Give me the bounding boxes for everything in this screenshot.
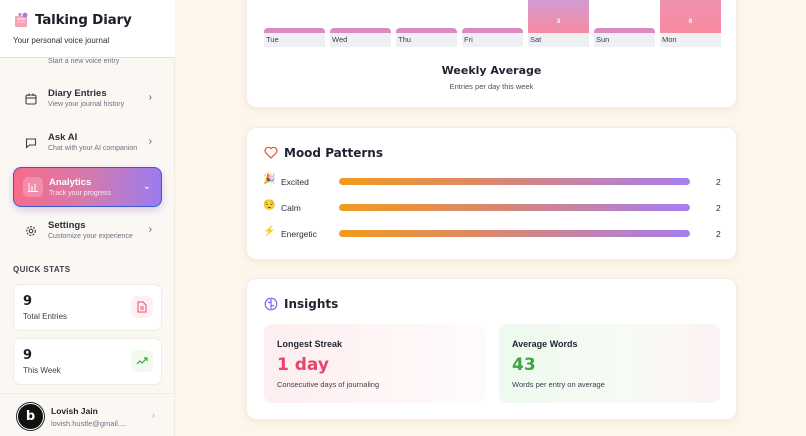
- insight-description: Consecutive days of journaling: [277, 380, 380, 389]
- chevron-right-icon: ›: [148, 92, 152, 103]
- mood-patterns-card: Mood Patterns 🎉 Excited 2 😌 Calm 2 ⚡ Ene…: [246, 127, 737, 260]
- bar: 3: [528, 0, 589, 33]
- relieved-face-icon: 😌: [263, 200, 276, 211]
- mood-count: 2: [716, 229, 721, 239]
- bar: [594, 28, 655, 33]
- insight-value: 1 day: [277, 355, 329, 375]
- sidebar-item-description: View your journal history: [48, 101, 125, 108]
- bar: 6: [660, 0, 721, 33]
- document-icon: [131, 296, 153, 318]
- stat-label: This Week: [23, 366, 61, 375]
- mood-bar: [339, 230, 690, 237]
- mood-count: 2: [716, 203, 721, 213]
- mood-row-excited: 🎉 Excited 2: [263, 174, 728, 190]
- bar-day-label: Sat: [528, 33, 589, 47]
- sidebar-item-label: Ask AI: [48, 132, 78, 143]
- stat-value: 9: [23, 294, 33, 309]
- bar: [462, 28, 523, 33]
- sidebar-item-description: Customize your experience: [48, 233, 133, 240]
- sidebar-item-ask-ai[interactable]: Ask AI Chat with your AI companion ›: [13, 123, 162, 163]
- mood-bar: [339, 204, 690, 211]
- bar-chart-icon: [23, 177, 43, 197]
- diary-logo-icon: [14, 12, 29, 28]
- heart-icon: [264, 146, 278, 160]
- party-popper-icon: 🎉: [263, 174, 276, 185]
- sidebar-item-label: Settings: [48, 220, 86, 231]
- mood-label: Calm: [281, 203, 301, 213]
- insight-title: Average Words: [512, 339, 578, 349]
- sidebar-item-diary-entries[interactable]: Diary Entries View your journal history …: [13, 79, 162, 119]
- bar-value: 6: [688, 19, 693, 25]
- stat-label: Total Entries: [23, 312, 68, 321]
- brand-header: Talking Diary Your personal voice journa…: [0, 0, 175, 58]
- quick-stats-heading: QUICK STATS: [13, 265, 71, 274]
- bar-day-label: Wed: [330, 33, 391, 47]
- bar: [396, 28, 457, 33]
- insight-description: Words per entry on average: [512, 380, 605, 389]
- chevron-right-icon: ›: [148, 224, 152, 235]
- brain-icon: [264, 297, 278, 311]
- mood-count: 2: [716, 177, 721, 187]
- sidebar: Talking Diary Your personal voice journa…: [0, 0, 175, 436]
- user-profile[interactable]: b Lovish Jain lovish.hustle@gmail.... ›: [0, 393, 175, 436]
- lightning-icon: ⚡: [263, 226, 276, 237]
- stat-card-total-entries: 9 Total Entries: [13, 284, 162, 331]
- stat-value: 9: [23, 348, 33, 363]
- insights-card: Insights Longest Streak 1 day Consecutiv…: [246, 278, 737, 420]
- trending-up-icon: [131, 350, 153, 372]
- user-email: lovish.hustle@gmail....: [51, 419, 127, 428]
- insight-value: 43: [512, 355, 536, 375]
- chat-icon: [25, 136, 39, 150]
- calendar-icon: [25, 92, 39, 106]
- chevron-right-icon: ›: [148, 136, 152, 147]
- nav-item-new-entry-partial[interactable]: Start a new voice entry: [48, 58, 120, 65]
- gear-icon: [25, 224, 39, 238]
- sidebar-item-label: Diary Entries: [48, 88, 107, 99]
- mood-label: Energetic: [281, 229, 317, 239]
- app-subtitle: Your personal voice journal: [13, 36, 110, 45]
- card-title: Insights: [284, 297, 339, 311]
- bar-value: 3: [556, 19, 561, 25]
- chevron-right-icon: ›: [152, 410, 155, 420]
- weekly-average-subtitle: Entries per day this week: [449, 82, 534, 91]
- insight-average-words: Average Words 43 Words per entry on aver…: [499, 324, 720, 403]
- sidebar-item-label: Analytics: [49, 177, 92, 188]
- stat-card-this-week: 9 This Week: [13, 338, 162, 385]
- mood-label: Excited: [281, 177, 309, 187]
- bar: [330, 28, 391, 33]
- bar-day-label: Fri: [462, 33, 523, 47]
- sidebar-item-settings[interactable]: Settings Customize your experience ›: [13, 211, 162, 251]
- insight-title: Longest Streak: [277, 339, 343, 349]
- weekly-average-title: Weekly Average: [441, 64, 542, 77]
- weekly-activity-card: Tue Wed Thu Fri 3 Sat Sun 6 Mon Weekly A…: [246, 0, 737, 108]
- sidebar-item-description: Chat with your AI companion: [48, 145, 138, 152]
- mood-row-energetic: ⚡ Energetic 2: [263, 226, 728, 242]
- insight-longest-streak: Longest Streak 1 day Consecutive days of…: [264, 324, 485, 403]
- bar-day-label: Sun: [594, 33, 655, 47]
- app-title: Talking Diary: [35, 12, 132, 28]
- card-title: Mood Patterns: [284, 146, 383, 160]
- bar-day-label: Mon: [660, 33, 721, 47]
- user-name: Lovish Jain: [51, 406, 98, 416]
- chevron-down-icon: ⌄: [142, 181, 151, 192]
- bar-day-label: Tue: [264, 33, 325, 47]
- mood-bar: [339, 178, 690, 185]
- avatar: b: [17, 403, 44, 430]
- sidebar-item-analytics[interactable]: Analytics Track your progress ⌄: [13, 167, 162, 207]
- sidebar-item-description: Track your progress: [49, 190, 111, 197]
- bar-day-label: Thu: [396, 33, 457, 47]
- bar: [264, 28, 325, 33]
- mood-row-calm: 😌 Calm 2: [263, 200, 728, 216]
